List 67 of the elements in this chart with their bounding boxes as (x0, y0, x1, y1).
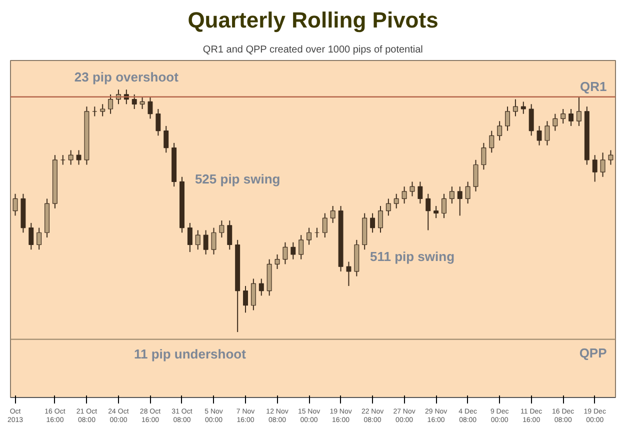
candlestick (481, 142, 486, 170)
candlestick (322, 212, 328, 238)
candlestick (489, 130, 494, 154)
candlestick (243, 285, 248, 314)
candlestick (465, 181, 470, 204)
candlestick (211, 227, 216, 255)
candlestick (100, 104, 106, 117)
candlestick (576, 96, 582, 126)
candlestick (418, 181, 423, 204)
candlestick (528, 104, 534, 136)
candlestick (187, 222, 192, 253)
candlestick (12, 193, 18, 216)
candlestick (250, 278, 256, 311)
candlestick (402, 186, 407, 204)
candlestick (457, 186, 462, 216)
candlestick (536, 125, 542, 146)
candlestick (148, 96, 153, 120)
candlestick (330, 205, 336, 224)
candlestick (164, 125, 169, 154)
candlestick (378, 205, 383, 234)
annotation: 511 pip swing (370, 249, 455, 264)
candlestick (449, 186, 454, 204)
candlestick (195, 230, 200, 250)
candlestick (219, 220, 224, 238)
chart-title: Quarterly Rolling Pivots (188, 8, 438, 32)
candlestick (274, 254, 280, 270)
candlestick (132, 94, 137, 110)
candlestick (552, 113, 558, 132)
candlestick (497, 120, 502, 142)
candlestick (290, 242, 296, 260)
candlestick (36, 227, 42, 250)
candlestick (370, 212, 376, 234)
candlestick (108, 94, 114, 114)
candlestick (386, 198, 391, 216)
candlestick (346, 261, 352, 286)
candlestick (592, 154, 598, 182)
candlestick (520, 101, 526, 114)
candlestick (410, 181, 415, 197)
candlestick (442, 193, 446, 219)
candlestick (434, 205, 439, 219)
candlestick (28, 222, 34, 250)
candlestick (608, 150, 614, 166)
candlestick (68, 150, 74, 166)
text: 11 pip undershoot (134, 346, 247, 362)
candlestick (560, 108, 566, 124)
candlestick (473, 159, 478, 192)
candlestick (426, 193, 431, 231)
candlestick (227, 220, 232, 250)
candlestick (512, 98, 518, 117)
candlestick (140, 96, 145, 110)
candlestick (568, 108, 574, 126)
candlestick (544, 120, 550, 146)
candlestick (203, 230, 208, 255)
candlestick (306, 227, 312, 246)
candlestick (298, 234, 304, 260)
ref-line-label: QR1 (580, 78, 607, 94)
candlestick (282, 242, 288, 265)
candlestick (394, 193, 399, 209)
candlestick (600, 152, 606, 178)
ref-line-label: QPP (579, 345, 608, 360)
candlestick (156, 108, 161, 136)
candlestick (505, 106, 510, 132)
text: 23 pip overshoot (74, 70, 180, 85)
candlestick (258, 278, 264, 296)
chart-subtitle: QR1 and QPP created over 1000 pips of potential (202, 44, 423, 56)
annotation: 525 pip swing (194, 172, 280, 187)
candlestick (76, 150, 82, 166)
